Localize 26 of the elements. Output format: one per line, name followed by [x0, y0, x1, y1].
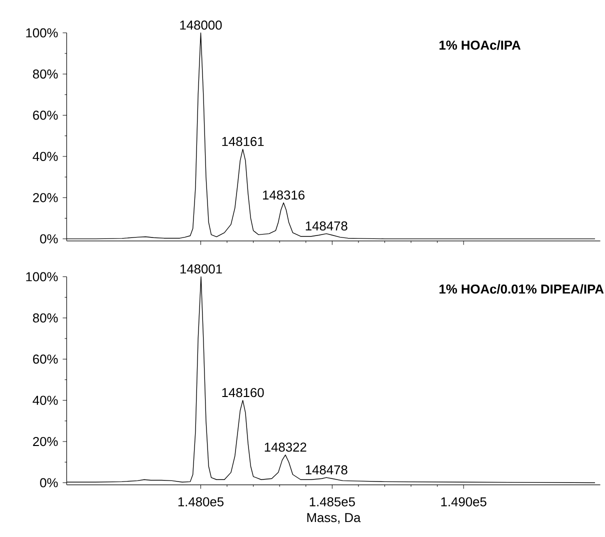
- y-tick-label: 20%: [33, 437, 58, 446]
- y-tick-label: 40%: [32, 396, 58, 406]
- annotation: 1% HOAc/0.01% DIPEA/IPA: [440, 284, 604, 294]
- annotation: 148161: [222, 137, 264, 146]
- annotation: 148478: [306, 222, 348, 231]
- annotation: 148001: [180, 264, 222, 274]
- y-tick-label: 100%: [26, 272, 58, 282]
- annotation: 148322: [264, 442, 306, 452]
- x-tick-label: 1.480e5: [178, 497, 224, 507]
- annotation: 1% HOAc/IPA: [440, 40, 521, 50]
- y-tick-label: 0%: [40, 234, 58, 244]
- y-tick-label: 100%: [26, 28, 58, 38]
- y-tick-label: 0%: [40, 478, 58, 488]
- annotation: 148160: [222, 388, 264, 398]
- y-tick-label: 80%: [32, 70, 58, 79]
- y-tick-label: 80%: [32, 314, 58, 323]
- x-axis-title: Mass, Da: [307, 513, 361, 524]
- annotation: 148316: [263, 190, 304, 200]
- x-tick-label: 1.485e5: [310, 497, 355, 507]
- y-tick-label: 40%: [32, 152, 58, 162]
- annotation: 148478: [306, 465, 348, 475]
- y-tick-label: 20%: [33, 193, 58, 202]
- x-tick-label: 1.490e5: [441, 497, 486, 507]
- y-tick-label: 60%: [33, 110, 58, 120]
- annotation: 148000: [180, 20, 222, 30]
- y-tick-label: 60%: [33, 354, 58, 364]
